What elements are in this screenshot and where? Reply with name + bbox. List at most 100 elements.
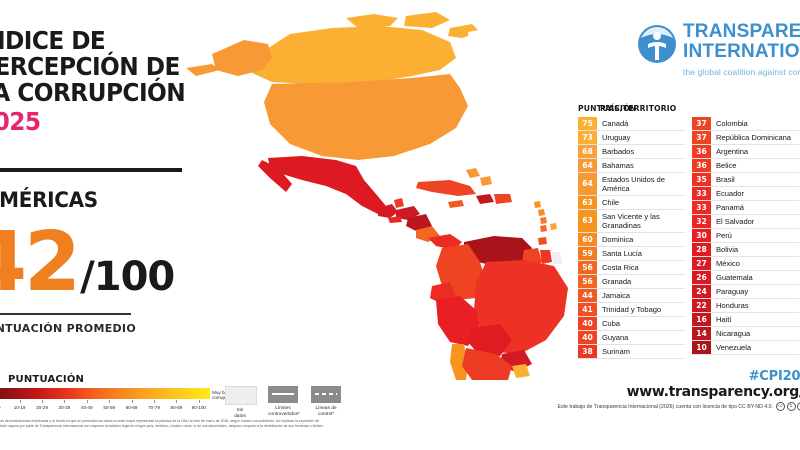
- row-score: 73: [578, 131, 597, 144]
- table-row[interactable]: 68 Barbados: [578, 145, 685, 159]
- table-header-row: PUNTUACIÓN PAÍS/TERRITORIO: [578, 104, 800, 113]
- legend-tick-label: 0-9: [0, 405, 1, 410]
- row-country: República Dominicana: [716, 133, 791, 142]
- row-country: El Salvador: [716, 217, 755, 226]
- row-country: Uruguay: [602, 133, 631, 142]
- map-region-el-salvador: [388, 216, 402, 223]
- map-region-peru: [436, 296, 480, 346]
- title-line-2: PERCEPCIÓN DE: [0, 52, 180, 81]
- row-score: 24: [692, 285, 711, 298]
- table-row[interactable]: 40 Guyana: [578, 331, 685, 345]
- table-row[interactable]: 63 San Vicente y las Granadinas: [578, 210, 685, 233]
- logo-line-2: INTERNATIONAL: [683, 41, 800, 62]
- table-row[interactable]: 27 México: [692, 257, 799, 271]
- average-score-label: PUNTUACIÓN PROMEDIO: [0, 322, 136, 335]
- row-country: Jamaica: [602, 291, 630, 300]
- row-country: Venezuela: [716, 343, 752, 352]
- control-line-2: control*: [317, 411, 335, 417]
- row-country: Paraguay: [716, 287, 749, 296]
- legend-tick: [176, 400, 178, 403]
- table-row[interactable]: 75 Canadá: [578, 117, 685, 131]
- map-region-puerto-rico: [516, 197, 527, 204]
- table-row[interactable]: 26 Guatemala: [692, 271, 799, 285]
- table-column-right: 37 Colombia 37 República Dominicana 36 Argent…: [692, 117, 799, 359]
- row-country: Chile: [602, 198, 620, 207]
- table-row[interactable]: 16 Haití: [692, 313, 799, 327]
- table-row[interactable]: 60 Dominica: [578, 233, 685, 247]
- row-country: Cuba: [602, 319, 620, 328]
- table-row[interactable]: 64 Estados Unidos de América: [578, 173, 685, 196]
- legend-very-low-line-1: Muy baja: [212, 390, 231, 395]
- table-row[interactable]: 28 Bolivia: [692, 243, 799, 257]
- table-row[interactable]: 41 Trinidad y Tobago: [578, 303, 685, 317]
- map-region-bahamas: [466, 168, 480, 178]
- table-row[interactable]: 44 Jamaica: [578, 289, 685, 303]
- average-score-block: 42 /100: [0, 222, 175, 304]
- table-row[interactable]: 30 Perú: [692, 229, 799, 243]
- control-lines-swatch-label: Líneas de control*: [311, 406, 341, 418]
- row-score: 33: [692, 187, 711, 200]
- legend-gradient-bar: [0, 388, 210, 399]
- legend-tick: [198, 400, 200, 403]
- row-country: Haití: [716, 315, 732, 324]
- table-row[interactable]: 56 Granada: [578, 275, 685, 289]
- row-country: Honduras: [716, 301, 749, 310]
- map-region-haiti: [476, 194, 494, 204]
- row-score: 63: [578, 196, 597, 209]
- table-row[interactable]: 73 Uruguay: [578, 131, 685, 145]
- row-score: 16: [692, 313, 711, 326]
- table-column-left: 75 Canadá 73 Uruguay 68 Barbados 64 Bahamas 64 Es…: [578, 117, 685, 359]
- table-row[interactable]: 63 Chile: [578, 196, 685, 210]
- table-row[interactable]: 33 Ecuador: [692, 187, 799, 201]
- row-score: 60: [578, 233, 597, 246]
- table-row[interactable]: 33 Panamá: [692, 201, 799, 215]
- disputed-line-1: Límites: [275, 406, 291, 411]
- campaign-hashtag: #CPI2025: [748, 369, 800, 384]
- legend-tick: [109, 400, 111, 403]
- row-score: 35: [692, 173, 711, 186]
- map-region-usa: [264, 74, 468, 160]
- legend-swatch-no-data: Sin datos: [225, 386, 257, 420]
- logo-wordmark: TRANSPARENCY INTERNATIONAL the global co…: [683, 22, 800, 80]
- table-row[interactable]: 24 Paraguay: [692, 285, 799, 299]
- table-row[interactable]: 38 Surinam: [578, 345, 685, 359]
- table-header-country: PAÍS/TERRITORIO: [600, 104, 677, 113]
- row-country: Panamá: [716, 203, 744, 212]
- map-region-suriname: [540, 250, 552, 264]
- table-row[interactable]: 36 Belice: [692, 159, 799, 173]
- map-region-lesser-antilles-1: [534, 201, 541, 208]
- table-row[interactable]: 14 Nicaragua: [692, 327, 799, 341]
- table-row[interactable]: 32 El Salvador: [692, 215, 799, 229]
- map-disclaimer: * Las denominaciones empleadas y la form…: [0, 419, 426, 430]
- headline-block: ÍNDICE DE PERCEPCIÓN DE LA CORRUPCIÓN 20…: [0, 28, 208, 136]
- disclaimer-line-2: opinión alguna por parte de Transparenci…: [0, 424, 324, 429]
- row-score: 32: [692, 215, 711, 228]
- table-row[interactable]: 40 Cuba: [578, 317, 685, 331]
- table-columns: 75 Canadá 73 Uruguay 68 Barbados 64 Bahamas 64 Es…: [578, 117, 800, 359]
- row-country: Canadá: [602, 119, 629, 128]
- table-row[interactable]: 37 Colombia: [692, 117, 799, 131]
- table-row[interactable]: 56 Costa Rica: [578, 261, 685, 275]
- map-region-bolivia: [468, 324, 512, 356]
- website-url[interactable]: www.transparency.org/cpi: [626, 384, 800, 400]
- map-region-nicaragua: [406, 214, 432, 232]
- table-row[interactable]: 36 Argentina: [692, 145, 799, 159]
- legend-tick-label: 50-59: [103, 405, 116, 410]
- title-year: 2025: [0, 107, 41, 136]
- table-row[interactable]: 22 Honduras: [692, 299, 799, 313]
- row-score: 22: [692, 299, 711, 312]
- row-score: 75: [578, 117, 597, 130]
- row-country: Dominica: [602, 235, 634, 244]
- row-score: 40: [578, 331, 597, 344]
- table-row[interactable]: 64 Bahamas: [578, 159, 685, 173]
- table-row[interactable]: 35 Brasil: [692, 173, 799, 187]
- table-row[interactable]: 37 República Dominicana: [692, 131, 799, 145]
- map-region-panama: [428, 234, 462, 250]
- legend-tick-label: 10-19: [13, 405, 26, 410]
- no-data-line-1: Sin: [236, 408, 244, 413]
- table-row[interactable]: 10 Venezuela: [692, 341, 799, 355]
- row-score: 44: [578, 289, 597, 302]
- logo-line-1: TRANSPARENCY: [683, 21, 800, 42]
- row-score: 37: [692, 131, 711, 144]
- table-row[interactable]: 59 Santa Lucía: [578, 247, 685, 261]
